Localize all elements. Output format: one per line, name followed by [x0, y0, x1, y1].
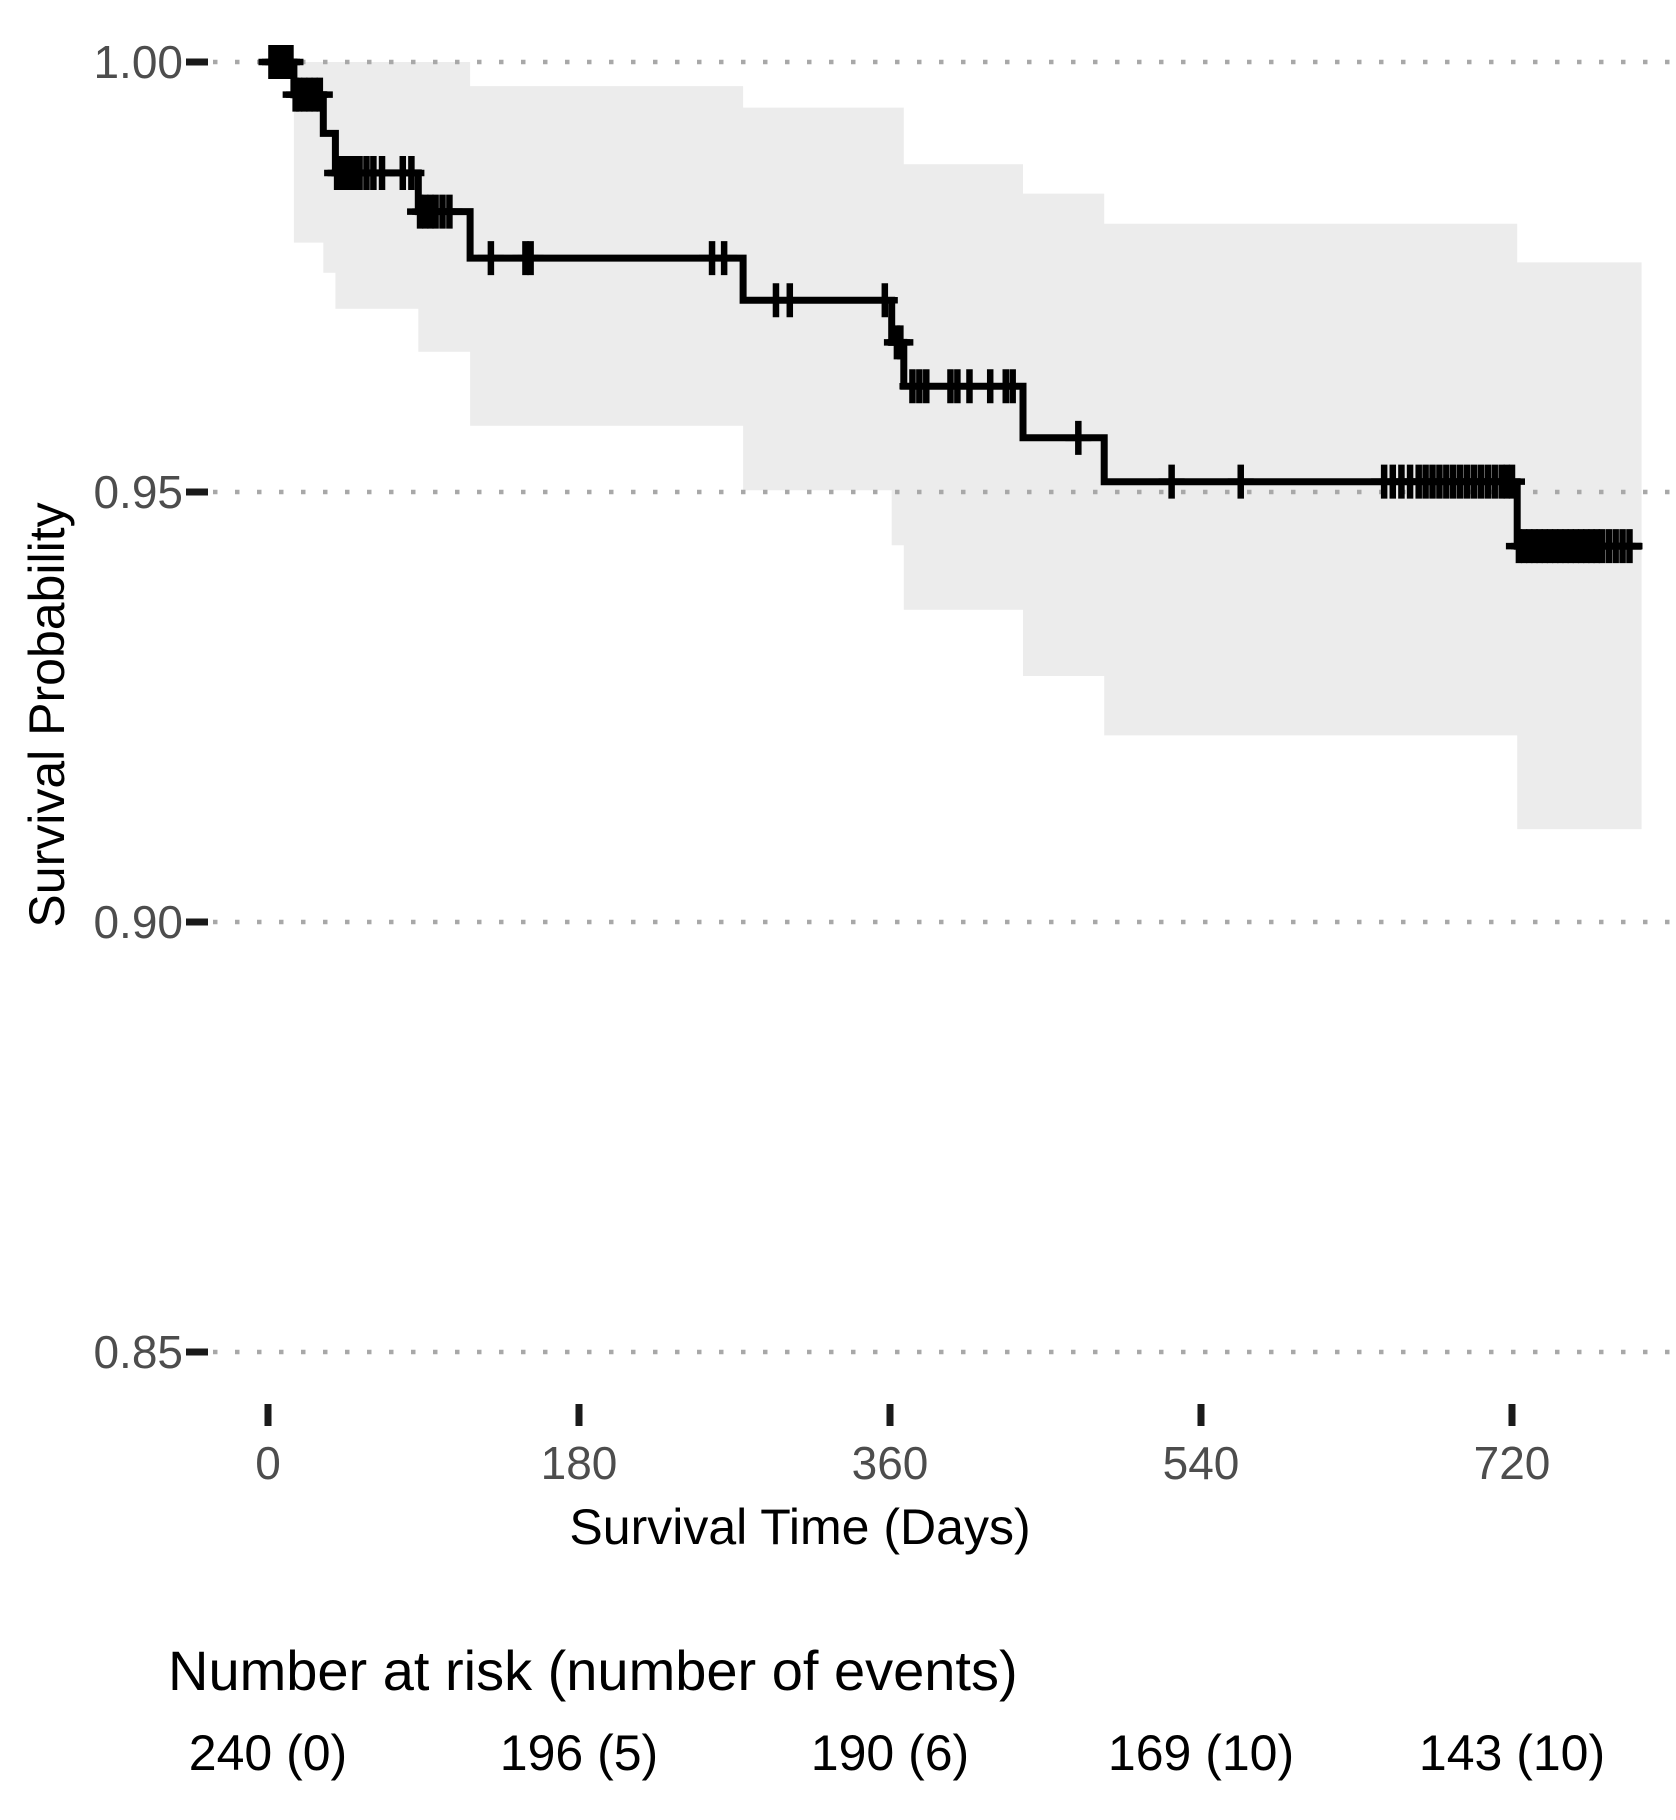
- confidence-band: [293, 62, 1642, 830]
- risk-table-value-0: 240 (0): [188, 1725, 348, 1781]
- x-tick-label-0: 0: [255, 1437, 281, 1489]
- x-axis-title: Survival Time (Days): [569, 1499, 1031, 1555]
- y-axis-title: Survival Probability: [19, 502, 75, 928]
- risk-table-value-720: 143 (10): [1418, 1725, 1606, 1781]
- y-tick-label-0.90: 0.90: [93, 896, 183, 948]
- survival-curve: [268, 58, 1642, 550]
- y-tick-label-0.85: 0.85: [93, 1326, 183, 1378]
- x-tick-label-540: 540: [1162, 1437, 1240, 1489]
- risk-table-title: Number at risk (number of events): [168, 1639, 1018, 1702]
- x-tick-label-180: 180: [540, 1437, 618, 1489]
- y-tick-label-0.95: 0.95: [93, 466, 183, 518]
- x-tick-label-360: 360: [851, 1437, 929, 1489]
- risk-table-value-360: 190 (6): [810, 1725, 970, 1781]
- risk-table-value-540: 169 (10): [1107, 1725, 1295, 1781]
- y-tick-label-1.00: 1.00: [93, 36, 183, 88]
- x-tick-label-720: 720: [1473, 1437, 1551, 1489]
- risk-table-value-180: 196 (5): [499, 1725, 659, 1781]
